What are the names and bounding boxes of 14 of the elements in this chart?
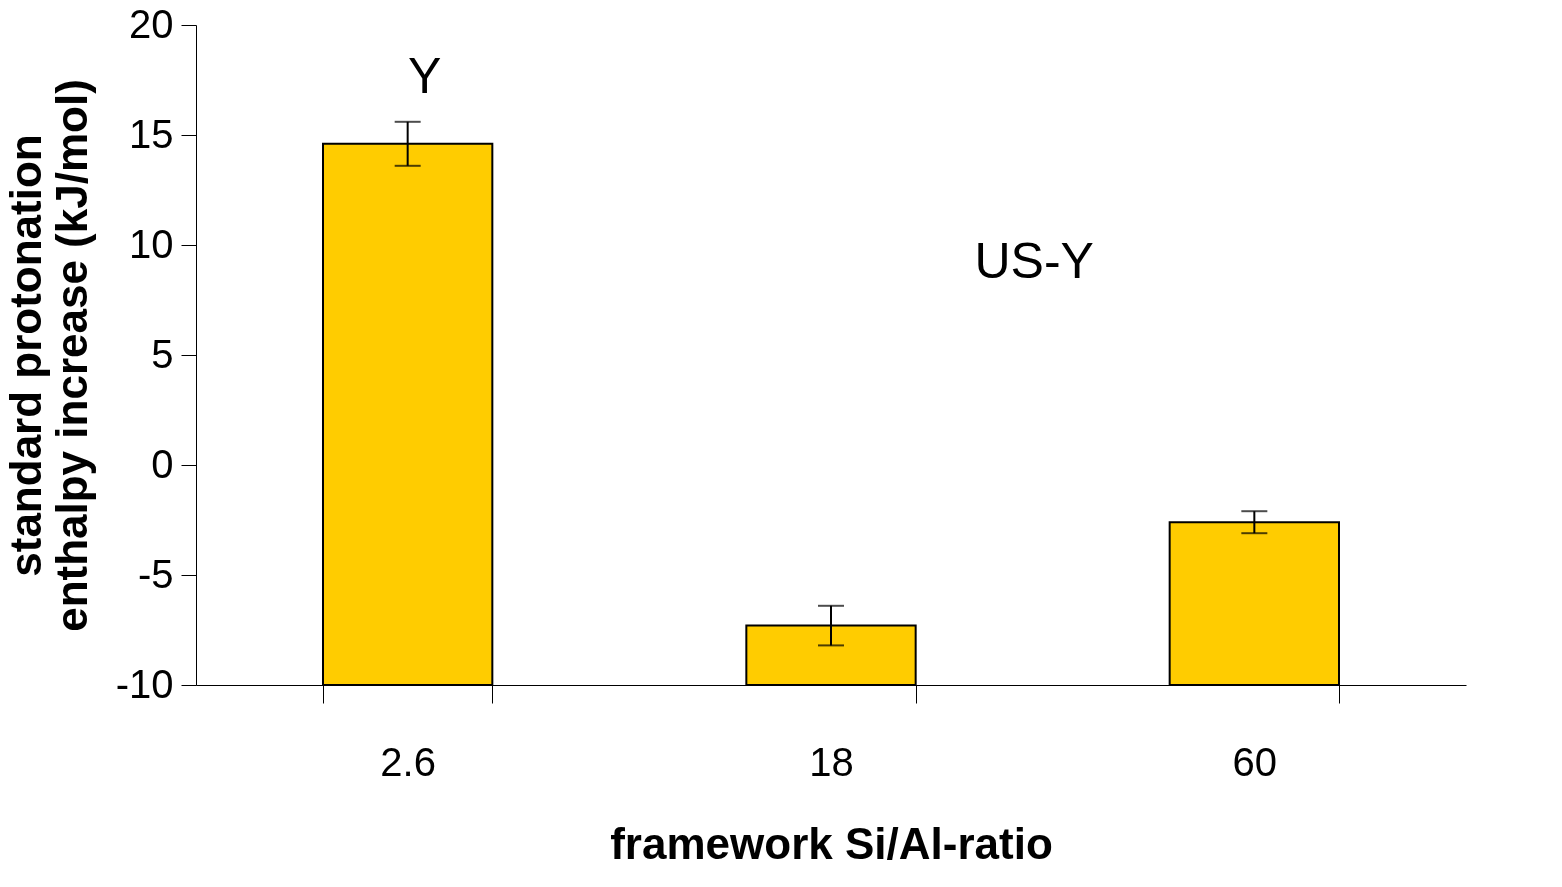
y-tick-label: 20	[129, 1, 174, 46]
y-tick-label: 5	[151, 331, 174, 376]
y-tick-label: 10	[129, 221, 174, 266]
x-axis-title: framework Si/Al-ratio	[610, 818, 1053, 868]
y-tick-label: 0	[151, 441, 174, 486]
y-tick-label: -5	[137, 551, 174, 596]
x-tick-label: 2.6	[380, 739, 436, 784]
annotation: US-Y	[974, 232, 1094, 289]
y-tick-label: -10	[115, 661, 174, 706]
y-axis-title: standard protonation enthalpy increase (kJ/mol)	[0, 79, 96, 632]
x-tick-label: 18	[809, 739, 854, 784]
x-tick-label: 60	[1232, 739, 1278, 784]
annotation: Y	[407, 47, 442, 104]
y-tick-label: 15	[129, 111, 174, 156]
